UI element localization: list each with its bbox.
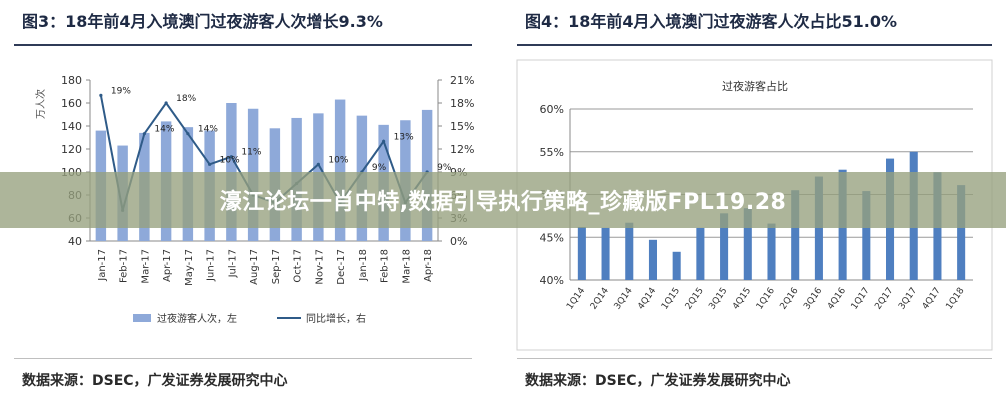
left-growth-data-label: 14% [154, 125, 174, 135]
right-x-tick-label: 2Q15 [684, 286, 706, 312]
left-growth-data-label: 11% [241, 148, 261, 158]
right-y-tick-label: 40% [540, 274, 564, 287]
right-title-rule [517, 44, 992, 46]
right-bar [743, 208, 752, 280]
right-x-tick-label: 3Q15 [707, 286, 729, 312]
right-x-tick-label: 2Q16 [779, 286, 801, 312]
left-x-tick-label: Jul-17 [227, 249, 238, 278]
right-x-tick-label: 3Q14 [613, 286, 635, 312]
left-x-tick-label: Jun-17 [206, 249, 217, 282]
right-y-tick-label: 55% [540, 146, 564, 159]
left-bar [334, 99, 346, 241]
left-x-tick-label: Sep-17 [271, 249, 282, 284]
left-growth-data-label: 18% [176, 94, 196, 104]
left-growth-point [382, 139, 386, 143]
left-growth-data-label: 9% [372, 163, 387, 173]
left-x-tick-label: Apr-17 [162, 249, 173, 282]
right-x-tick-label: 2Q17 [873, 286, 895, 312]
right-y-tick-label: 60% [540, 103, 564, 116]
right-x-tick-label: 3Q17 [897, 286, 919, 312]
left-source-rule [14, 358, 472, 359]
left-y-tick-label: 40 [68, 235, 82, 248]
left-growth-data-label: 10% [328, 155, 348, 165]
right-chart-inner-title: 过夜游客占比 [722, 79, 788, 93]
right-bar [577, 226, 586, 280]
right-bar [625, 222, 634, 280]
left-x-tick-label: Jan-17 [97, 249, 108, 282]
right-bar [672, 251, 681, 280]
left-growth-point [229, 155, 233, 159]
left-x-tick-label: Feb-18 [380, 249, 391, 283]
left-growth-point [164, 101, 168, 105]
right-y-tick-label: 21% [450, 74, 474, 87]
right-x-tick-label: 4Q14 [636, 286, 658, 312]
right-bar [791, 190, 800, 280]
right-bar [814, 176, 823, 280]
right-y-tick-label: 45% [540, 231, 564, 244]
left-y-axis-label: 万人次 [34, 89, 47, 119]
left-growth-point [99, 93, 103, 97]
left-growth-data-label: 10% [220, 155, 240, 165]
watermark-banner: 濠江论坛一肖中特,数据引导执行策略_珍藏版FPL19.28 [0, 172, 1006, 228]
left-growth-data-label: 19% [111, 86, 131, 96]
right-x-tick-label: 1Q16 [755, 286, 777, 312]
right-y-tick-label: 18% [450, 97, 474, 110]
legend-bar-label: 过夜游客人次，左 [157, 312, 237, 325]
right-chart-source: 数据来源：DSEC，广发证券发展研究中心 [525, 373, 791, 389]
left-x-tick-label: Apr-18 [423, 249, 434, 282]
right-chart-title: 图4：18年前4月入境澳门过夜游客人次占比51.0% [525, 12, 898, 31]
right-x-tick-label: 2Q14 [589, 286, 611, 312]
left-growth-point [208, 162, 212, 166]
left-x-tick-label: May-17 [184, 249, 195, 286]
right-bar [696, 227, 705, 280]
left-title-rule [14, 44, 472, 46]
left-x-tick-label: Mar-17 [140, 249, 151, 284]
right-x-tick-label: 1Q14 [565, 286, 587, 312]
legend-bar-swatch [133, 314, 151, 322]
left-growth-data-label: 13% [394, 132, 414, 142]
left-y-tick-label: 140 [61, 120, 82, 133]
right-bar [767, 223, 776, 280]
left-x-tick-label: Aug-17 [249, 249, 260, 285]
left-x-tick-label: Nov-17 [314, 249, 325, 285]
left-y-tick-label: 160 [61, 97, 82, 110]
left-growth-point [316, 162, 320, 166]
right-x-tick-label: 4Q17 [921, 286, 943, 312]
right-y-tick-label: 15% [450, 120, 474, 133]
left-x-tick-label: Oct-17 [293, 249, 304, 283]
left-chart-source: 数据来源：DSEC，广发证券发展研究中心 [22, 373, 288, 389]
right-x-tick-label: 1Q18 [944, 286, 966, 312]
left-x-tick-label: Mar-18 [401, 249, 412, 284]
left-growth-data-label: 14% [198, 125, 218, 135]
left-x-tick-label: Jan-18 [358, 249, 369, 282]
left-x-tick-label: Dec-17 [336, 249, 347, 285]
right-source-rule [517, 358, 992, 359]
left-growth-data-label: 9% [437, 163, 452, 173]
right-x-tick-label: 1Q15 [660, 286, 682, 312]
left-y-tick-label: 180 [61, 74, 82, 87]
right-x-tick-label: 3Q16 [802, 286, 824, 312]
right-x-tick-label: 1Q17 [850, 286, 872, 312]
legend-line-label: 同比增长，右 [306, 312, 366, 325]
right-x-tick-label: 4Q15 [731, 286, 753, 312]
left-growth-point [186, 132, 190, 136]
left-y-tick-label: 120 [61, 143, 82, 156]
left-x-tick-label: Feb-17 [119, 249, 130, 283]
right-bar [720, 213, 729, 280]
right-bar [957, 185, 966, 280]
left-growth-point [142, 132, 146, 136]
left-chart-title: 图3：18年前4月入境澳门过夜游客人次增长9.3% [22, 12, 383, 31]
right-bar [601, 227, 610, 280]
right-bar [648, 239, 658, 280]
watermark-text: 濠江论坛一肖中特,数据引导执行策略_珍藏版FPL19.28 [219, 190, 787, 215]
right-y-tick-label: 12% [450, 143, 474, 156]
right-bar [862, 191, 871, 280]
right-y-tick-label: 0% [450, 235, 467, 248]
right-x-tick-label: 4Q16 [826, 286, 848, 312]
